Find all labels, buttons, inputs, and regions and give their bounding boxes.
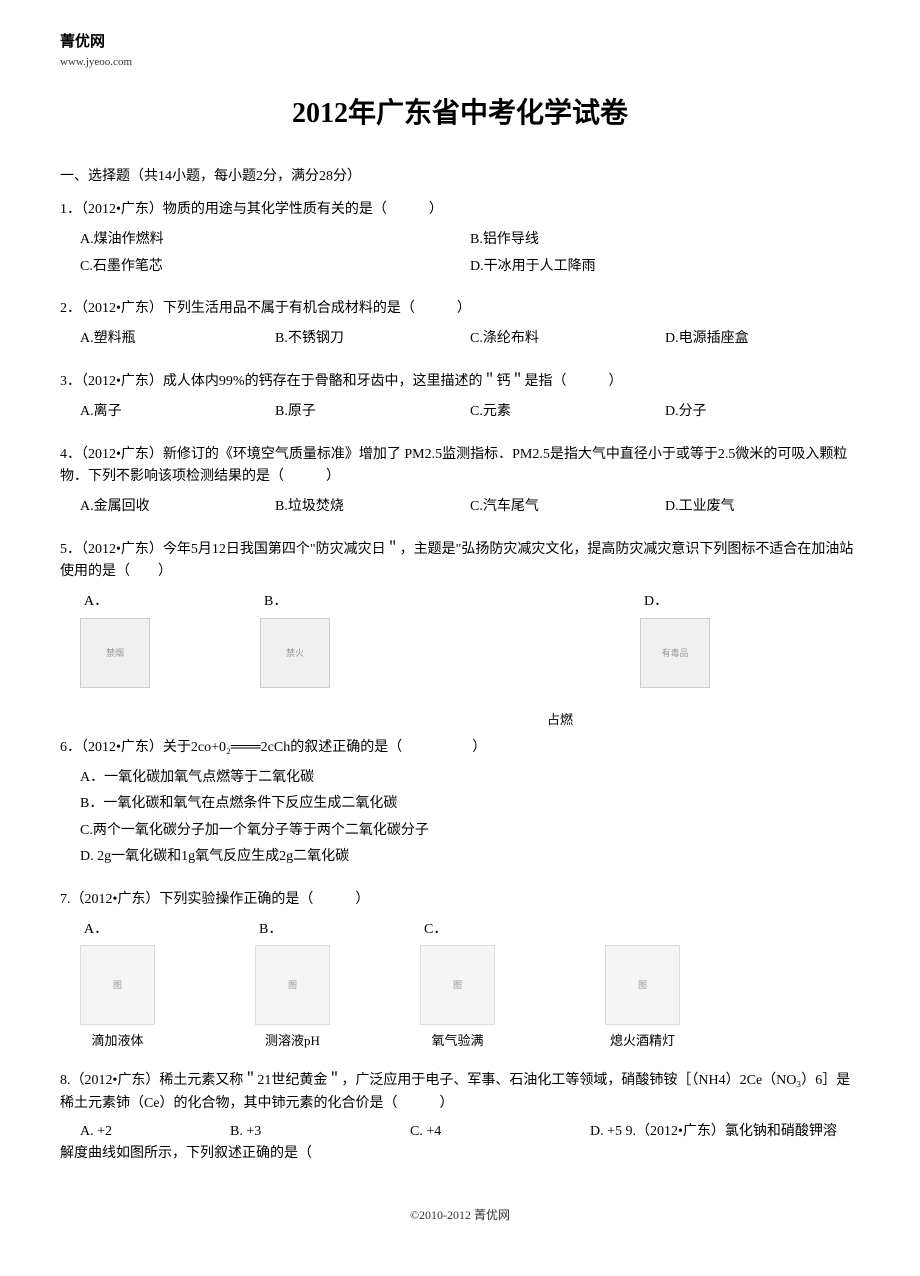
q7-b-caption: 测溶液pH — [255, 1031, 330, 1052]
page-footer: ©2010-2012 菁优网 — [60, 1206, 860, 1225]
page-title: 2012年广东省中考化学试卷 — [60, 92, 860, 137]
question-5: 5．（2012•广东）今年5月12日我国第四个"防灾减灾日＂，主题是"弘扬防灾减… — [60, 539, 860, 692]
q7-option-a: A． 图 滴加液体 — [80, 919, 155, 1052]
q7-c-caption: 氧气验满 — [420, 1031, 495, 1052]
question-6: 6．（2012•广东）关于2co+0₂═══2cCh的叙述正确的是（ ） A．一… — [60, 737, 860, 871]
q5-d-label: D． — [640, 591, 668, 613]
q1-option-a: A.煤油作燃料 — [80, 227, 470, 253]
q3-text: 3．（2012•广东）成人体内99%的钙存在于骨骼和牙齿中，这里描述的＂钙＂是指… — [60, 371, 860, 393]
q4-option-d: D.工业废气 — [665, 494, 860, 520]
q7-c-label: C． — [420, 919, 447, 941]
q4-text: 4．（2012•广东）新修订的《环境空气质量标准》增加了 PM2.5监测指标．P… — [60, 444, 860, 489]
question-3: 3．（2012•广东）成人体内99%的钙存在于骨骼和牙齿中，这里描述的＂钙＂是指… — [60, 371, 860, 426]
q6-option-b: B．一氧化碳和氧气在点燃条件下反应生成二氧化碳 — [60, 791, 860, 817]
center-text: 占燃 — [60, 710, 860, 731]
q5-option-b: B． 禁火 — [260, 591, 330, 691]
q7-option-d: D. 图 熄火酒精灯 — [605, 919, 680, 1052]
q7-option-c: C． 图 氧气验满 — [420, 919, 495, 1052]
site-header: 菁优网 www.jyeoo.com — [60, 30, 860, 72]
q5-d-image: 有毒品 — [640, 618, 710, 688]
q1-text: 1．（2012•广东）物质的用途与其化学性质有关的是（ ） — [60, 199, 860, 221]
q6-text: 6．（2012•广东）关于2co+0₂═══2cCh的叙述正确的是（ ） — [60, 737, 860, 759]
question-1: 1．（2012•广东）物质的用途与其化学性质有关的是（ ） A.煤油作燃料 B.… — [60, 199, 860, 280]
q7-d-caption: 熄火酒精灯 — [605, 1031, 680, 1052]
q2-option-b: B.不锈钢刀 — [275, 326, 470, 352]
q9-continuation: 解度曲线如图所示，下列叙述正确的是（ — [60, 1143, 860, 1165]
q3-option-d: D.分子 — [665, 399, 860, 425]
q6-option-c: C.两个一氧化碳分子加一个氧分子等于两个二氧化碳分子 — [60, 818, 860, 844]
q2-text: 2．（2012•广东）下列生活用品不属于有机合成材料的是（ ） — [60, 298, 860, 320]
q5-a-label: A． — [80, 591, 108, 613]
q8-option-d: D. +5 9.（2012•广东）氯化钠和硝酸钾溶 — [590, 1121, 860, 1143]
q5-option-a: A． 禁烟 — [80, 591, 150, 691]
q2-option-a: A.塑料瓶 — [80, 326, 275, 352]
q2-option-c: C.涤纶布料 — [470, 326, 665, 352]
q8-option-c: C. +4 — [410, 1121, 590, 1143]
q2-option-d: D.电源插座盒 — [665, 326, 860, 352]
q1-option-d: D.干冰用于人工降雨 — [470, 254, 860, 280]
q7-a-caption: 滴加液体 — [80, 1031, 155, 1052]
q8-text: 8.（2012•广东）稀土元素又称＂21世纪黄金＂，广泛应用于电子、军事、石油化… — [60, 1070, 860, 1115]
q1-option-c: C.石墨作笔芯 — [80, 254, 470, 280]
q7-text: 7.（2012•广东）下列实验操作正确的是（ ） — [60, 889, 860, 911]
q7-d-image: 图 — [605, 945, 680, 1025]
q6-option-d: D. 2g一氧化碳和1g氧气反应生成2g二氧化碳 — [60, 844, 860, 870]
q3-option-b: B.原子 — [275, 399, 470, 425]
site-name: 菁优网 — [60, 30, 860, 54]
q6-option-a: A．一氧化碳加氧气点燃等于二氧化碳 — [60, 765, 860, 791]
q4-option-b: B.垃圾焚烧 — [275, 494, 470, 520]
q5-option-d: D． 有毒品 — [640, 591, 710, 691]
question-2: 2．（2012•广东）下列生活用品不属于有机合成材料的是（ ） A.塑料瓶 B.… — [60, 298, 860, 353]
question-8: 8.（2012•广东）稀土元素又称＂21世纪黄金＂，广泛应用于电子、军事、石油化… — [60, 1070, 860, 1166]
q7-option-b: B． 图 测溶液pH — [255, 919, 330, 1052]
q8-option-a: A. +2 — [80, 1121, 230, 1143]
q5-text: 5．（2012•广东）今年5月12日我国第四个"防灾减灾日＂，主题是"弘扬防灾减… — [60, 539, 860, 584]
q7-b-label: B． — [255, 919, 282, 941]
q7-a-label: A． — [80, 919, 108, 941]
question-7: 7.（2012•广东）下列实验操作正确的是（ ） A． 图 滴加液体 B． 图 … — [60, 889, 860, 1053]
q4-option-a: A.金属回收 — [80, 494, 275, 520]
q3-option-c: C.元素 — [470, 399, 665, 425]
q5-b-image: 禁火 — [260, 618, 330, 688]
q8-option-b: B. +3 — [230, 1121, 410, 1143]
q7-b-image: 图 — [255, 945, 330, 1025]
q5-a-image: 禁烟 — [80, 618, 150, 688]
q1-option-b: B.铝作导线 — [470, 227, 860, 253]
site-url: www.jyeoo.com — [60, 54, 860, 72]
q7-a-image: 图 — [80, 945, 155, 1025]
q3-option-a: A.离子 — [80, 399, 275, 425]
q4-option-c: C.汽车尾气 — [470, 494, 665, 520]
section-1-header: 一、选择题（共14小题，每小题2分，满分28分） — [60, 166, 860, 188]
q7-c-image: 图 — [420, 945, 495, 1025]
question-4: 4．（2012•广东）新修订的《环境空气质量标准》增加了 PM2.5监测指标．P… — [60, 444, 860, 521]
q5-b-label: B． — [260, 591, 287, 613]
